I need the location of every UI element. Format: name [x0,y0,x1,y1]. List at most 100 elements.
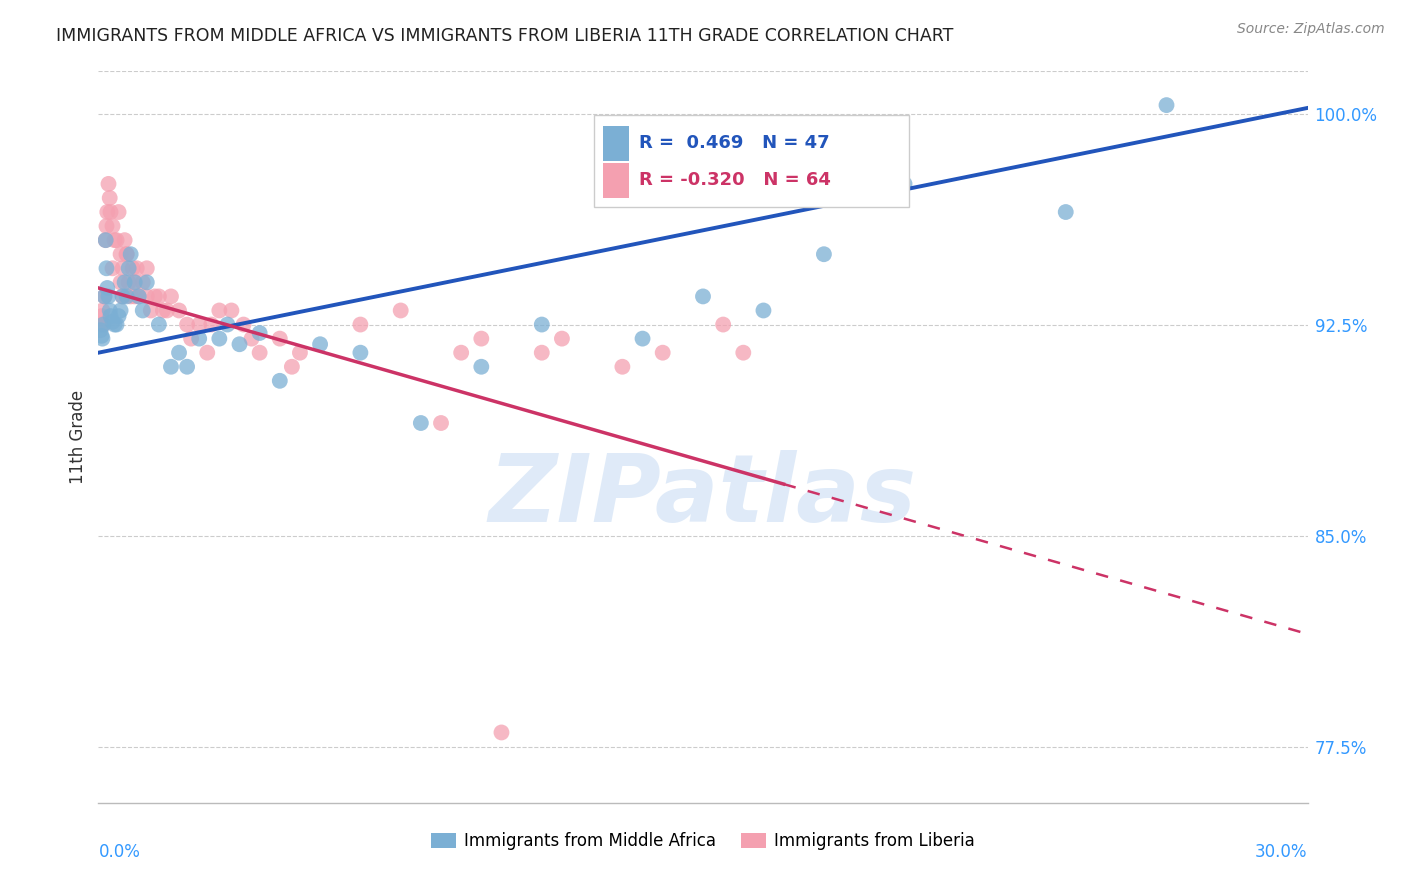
Point [125,261,148,276]
Point [651,345,673,359]
Point [114,276,136,290]
Point [91,318,114,332]
Point [105,318,128,332]
Point [1156,98,1178,112]
Point [110,303,132,318]
Point [135,289,157,303]
Point [148,289,170,303]
Bar [603,162,630,198]
Point [135,261,157,276]
Point [107,309,129,323]
Point [249,326,271,340]
Point [118,276,141,290]
Point [176,359,198,374]
Y-axis label: 11th Grade: 11th Grade [69,390,87,484]
Point [100,205,122,219]
Point [711,318,734,332]
Point [90,328,112,343]
Point [188,332,211,346]
Point [349,318,371,332]
Point [124,289,146,303]
Point [93,289,115,303]
Point [121,261,143,276]
Point [98,191,121,205]
Point [281,359,304,374]
Point [103,318,125,332]
Point [91,303,114,318]
Point [148,318,170,332]
Point [120,289,142,303]
Point [128,289,150,303]
Point [195,345,218,359]
Point [269,374,291,388]
Text: 0.0%: 0.0% [98,843,141,861]
Point [208,303,231,318]
Point [96,219,118,233]
Point [152,303,174,318]
Point [96,281,118,295]
Point [110,276,132,290]
Text: IMMIGRANTS FROM MIDDLE AFRICA VS IMMIGRANTS FROM LIBERIA 11TH GRADE CORRELATION : IMMIGRANTS FROM MIDDLE AFRICA VS IMMIGRA… [56,27,953,45]
Point [107,205,129,219]
Point [135,276,157,290]
Point [89,318,111,332]
Point [491,725,513,739]
Point [470,359,492,374]
Point [470,332,492,346]
Point [409,416,432,430]
Point [94,233,117,247]
Point [228,337,250,351]
Point [208,332,231,346]
Point [733,345,755,359]
Point [269,332,291,346]
Point [94,233,117,247]
Point [167,345,190,359]
Point [139,303,162,318]
Point [200,318,222,332]
Point [91,318,114,332]
Point [89,323,111,337]
Point [217,318,239,332]
FancyBboxPatch shape [595,115,908,207]
Point [115,247,138,261]
Point [430,416,453,430]
Point [893,177,915,191]
Point [93,289,115,303]
Point [180,332,202,346]
Point [103,233,125,247]
Point [249,345,271,359]
Point [232,318,254,332]
Point [101,315,124,329]
Point [124,276,146,290]
Point [101,219,124,233]
Point [114,233,136,247]
Legend: Immigrants from Middle Africa, Immigrants from Liberia: Immigrants from Middle Africa, Immigrant… [425,825,981,856]
Point [132,303,155,318]
Point [110,247,132,261]
Point [612,359,634,374]
Text: Source: ZipAtlas.com: Source: ZipAtlas.com [1237,22,1385,37]
Point [188,318,211,332]
Text: R = -0.320   N = 64: R = -0.320 N = 64 [638,170,831,188]
Point [98,303,121,318]
Text: R =  0.469   N = 47: R = 0.469 N = 47 [638,134,830,152]
Point [91,332,114,346]
Text: 30.0%: 30.0% [1256,843,1308,861]
Point [105,233,128,247]
Point [1054,205,1077,219]
Point [111,289,134,303]
Point [97,177,120,191]
Point [143,289,166,303]
Point [132,276,155,290]
Point [692,289,714,303]
Point [167,303,190,318]
Point [288,345,311,359]
Point [90,309,112,323]
Point [124,276,146,290]
Point [551,332,574,346]
Point [101,261,124,276]
Point [450,345,472,359]
Bar [603,126,630,161]
Point [111,289,134,303]
Point [530,345,553,359]
